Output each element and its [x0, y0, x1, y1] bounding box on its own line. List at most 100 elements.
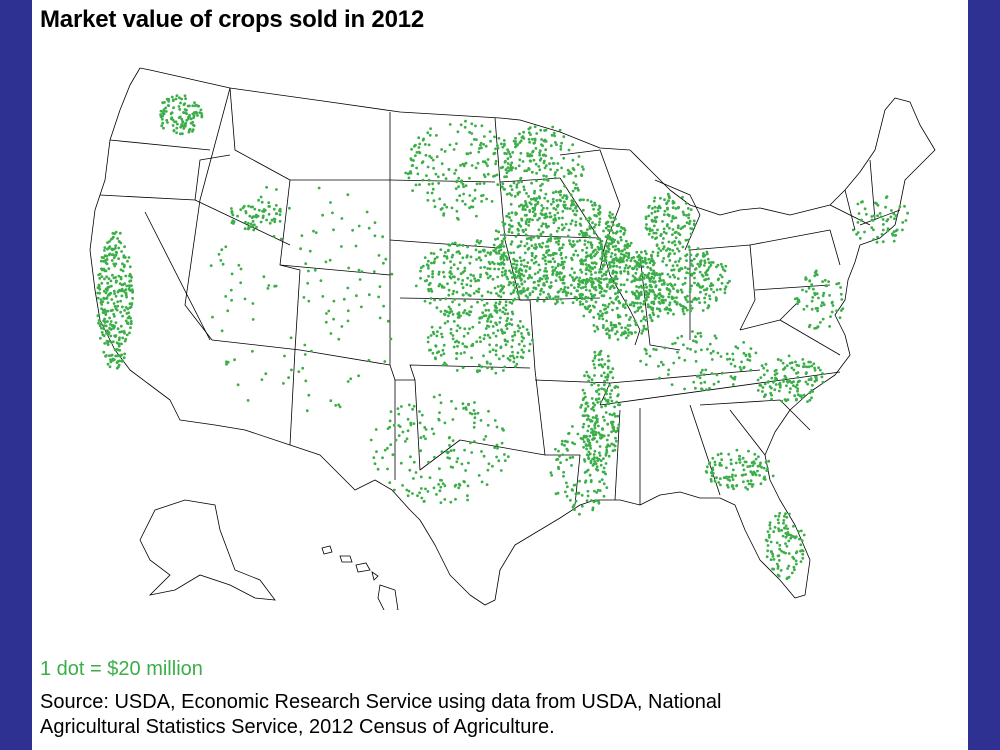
- crop-dot: [715, 265, 718, 269]
- crop-dot: [108, 365, 112, 369]
- crop-dot: [821, 294, 825, 298]
- crop-dot: [504, 159, 507, 163]
- crop-dot: [325, 312, 328, 315]
- crop-dot: [748, 359, 752, 362]
- crop-dot: [446, 249, 450, 253]
- crop-dot: [504, 255, 508, 258]
- crop-dot: [340, 217, 344, 220]
- crop-dot: [686, 267, 690, 271]
- crop-dot: [581, 208, 585, 212]
- crop-dot: [488, 343, 491, 347]
- crop-dot: [432, 486, 436, 490]
- crop-dot: [611, 213, 614, 216]
- crop-dot: [596, 488, 600, 492]
- crop-dot: [374, 428, 378, 431]
- crop-dot: [427, 266, 430, 270]
- crop-dot: [109, 327, 112, 331]
- crop-dot: [667, 308, 670, 311]
- crop-dot: [211, 315, 214, 319]
- crop-dot: [106, 281, 110, 285]
- crop-dot: [559, 199, 563, 203]
- crop-dot: [856, 231, 860, 234]
- crop-dot: [840, 298, 844, 301]
- crop-dot: [504, 324, 508, 327]
- crop-dot: [559, 147, 563, 151]
- crop-dot: [606, 443, 610, 447]
- crop-dot: [742, 468, 746, 472]
- crop-dot: [257, 208, 261, 212]
- crop-dot: [598, 451, 601, 455]
- crop-dot: [466, 331, 470, 335]
- crop-dot: [719, 483, 722, 487]
- crop-dot: [540, 138, 543, 141]
- crop-dot: [673, 231, 677, 235]
- crop-dot: [620, 258, 623, 262]
- crop-dot: [768, 527, 772, 530]
- crop-dot: [513, 365, 517, 368]
- crop-dot: [582, 445, 585, 449]
- crop-dot: [508, 223, 511, 227]
- crop-dot: [606, 269, 610, 272]
- crop-dot: [544, 164, 548, 168]
- crop-dot: [427, 289, 431, 293]
- crop-dot: [600, 314, 604, 318]
- crop-dot: [619, 283, 623, 287]
- crop-dot: [723, 269, 727, 273]
- crop-dot: [114, 276, 117, 279]
- crop-dot: [700, 387, 703, 391]
- crop-dot: [703, 301, 707, 304]
- crop-dot: [497, 230, 501, 234]
- crop-dot: [597, 392, 601, 396]
- crop-dot: [570, 267, 574, 271]
- crop-dot: [585, 251, 588, 255]
- crop-dot: [114, 321, 118, 324]
- crop-dot: [590, 273, 593, 276]
- crop-dot: [645, 290, 648, 293]
- crop-dot: [198, 111, 202, 114]
- crop-dot: [438, 411, 441, 414]
- crop-dot: [419, 276, 422, 280]
- crop-dot: [560, 256, 564, 260]
- crop-dot: [360, 270, 364, 273]
- crop-dot: [562, 474, 565, 478]
- crop-dot: [615, 330, 619, 334]
- crop-dot: [589, 418, 592, 422]
- crop-dot: [406, 429, 410, 433]
- crop-dot: [545, 280, 549, 283]
- crop-dot: [515, 183, 519, 187]
- crop-dot: [414, 154, 417, 158]
- crop-dot: [489, 251, 493, 255]
- crop-dot: [475, 214, 478, 218]
- crop-dot: [590, 285, 594, 288]
- crop-dot: [427, 283, 431, 287]
- crop-dot: [797, 379, 801, 383]
- crop-dot: [540, 245, 544, 249]
- crop-dot: [488, 262, 492, 266]
- crop-dot: [613, 444, 617, 448]
- crop-dot: [696, 247, 700, 250]
- crop-dot: [766, 467, 769, 470]
- crop-dot: [611, 326, 614, 330]
- crop-dot: [646, 265, 650, 269]
- crop-dot: [602, 457, 605, 460]
- crop-dot: [103, 259, 107, 262]
- crop-dot: [589, 446, 592, 450]
- crop-dot: [456, 324, 460, 327]
- crop-dot: [705, 388, 708, 391]
- crop-dot: [681, 307, 685, 311]
- crop-dot: [463, 299, 467, 303]
- crop-dot: [744, 486, 747, 489]
- crop-dot: [493, 151, 497, 155]
- crop-dot: [473, 277, 476, 280]
- crop-dot: [689, 232, 693, 236]
- crop-dot: [819, 368, 822, 372]
- crop-dot: [691, 330, 694, 333]
- crop-dot: [665, 287, 669, 290]
- crop-dot: [116, 360, 120, 363]
- crop-dot: [461, 293, 465, 297]
- crop-dot: [537, 165, 541, 168]
- crop-dot: [588, 289, 592, 293]
- crop-dot: [642, 327, 646, 330]
- crop-dot: [482, 337, 486, 341]
- crop-dot: [468, 130, 471, 134]
